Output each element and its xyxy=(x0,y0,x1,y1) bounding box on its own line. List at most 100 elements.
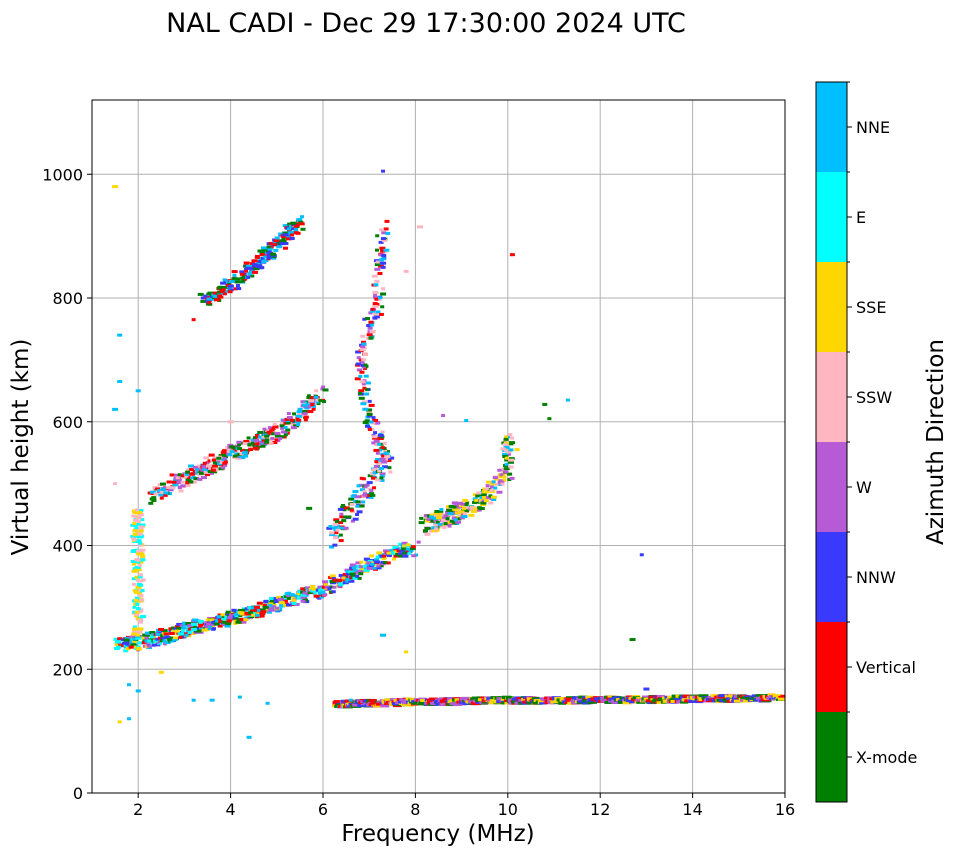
echo-mark xyxy=(372,291,379,295)
echo-mark xyxy=(380,633,387,637)
echo-mark xyxy=(117,380,123,384)
echo-mark xyxy=(176,626,182,630)
echo-mark xyxy=(462,498,469,502)
echo-mark xyxy=(132,610,137,614)
echo-mark xyxy=(151,498,157,502)
echo-mark xyxy=(298,222,305,226)
echo-mark xyxy=(434,527,439,531)
echo-mark xyxy=(138,608,144,612)
echo-mark xyxy=(372,316,378,320)
echo-mark xyxy=(310,589,316,593)
echo-mark xyxy=(229,450,235,454)
echo-mark xyxy=(395,553,400,557)
echo-mark xyxy=(464,509,470,513)
echo-mark xyxy=(142,633,148,637)
echo-mark xyxy=(475,494,482,498)
echo-mark xyxy=(275,606,280,610)
echo-mark xyxy=(404,703,414,707)
echo-mark xyxy=(271,432,276,436)
echo-mark xyxy=(300,227,306,231)
echo-mark xyxy=(138,610,143,614)
echo-mark xyxy=(161,493,168,497)
echo-mark xyxy=(184,474,189,478)
echo-mark xyxy=(331,577,336,581)
echo-mark xyxy=(662,699,671,703)
echo-mark xyxy=(263,430,268,434)
echo-mark xyxy=(358,504,365,508)
colorbar-label-w: W xyxy=(856,478,872,497)
echo-mark xyxy=(131,637,137,641)
echo-mark xyxy=(158,630,165,634)
colorbar-segment xyxy=(816,352,847,442)
echo-mark xyxy=(358,374,363,378)
echo-mark xyxy=(237,447,243,451)
echo-mark xyxy=(509,476,515,480)
echo-mark xyxy=(368,336,374,340)
echo-mark xyxy=(207,459,212,463)
echo-mark xyxy=(132,522,137,526)
y-tick-label: 0 xyxy=(73,784,83,803)
echo-mark xyxy=(181,629,186,633)
echo-mark xyxy=(209,471,214,475)
echo-mark xyxy=(437,522,443,526)
echo-mark xyxy=(130,534,137,538)
echo-mark xyxy=(247,272,253,276)
echo-mark xyxy=(243,618,249,622)
echo-mark xyxy=(187,627,194,631)
echo-mark xyxy=(265,701,270,705)
echo-mark xyxy=(327,587,332,591)
echo-mark xyxy=(135,578,140,582)
echo-mark xyxy=(389,548,396,552)
echo-mark xyxy=(269,608,276,612)
echo-mark xyxy=(170,630,176,634)
echo-mark xyxy=(406,543,411,547)
echo-mark xyxy=(135,552,142,556)
echo-mark xyxy=(155,640,160,644)
echo-mark xyxy=(365,317,371,321)
echo-mark xyxy=(293,226,298,230)
echo-mark xyxy=(264,438,271,442)
echo-mark xyxy=(418,521,425,525)
colorbar-label-sse: SSE xyxy=(856,298,886,317)
echo-mark xyxy=(306,506,313,510)
echo-mark xyxy=(362,493,368,497)
echo-mark xyxy=(639,553,644,557)
echo-mark xyxy=(363,557,370,561)
echo-mark xyxy=(383,549,390,553)
echo-mark xyxy=(380,265,386,269)
echo-mark xyxy=(565,698,576,702)
echo-mark xyxy=(380,261,387,265)
echo-mark xyxy=(461,514,468,518)
echo-mark xyxy=(297,590,303,594)
echo-mark xyxy=(332,543,338,547)
echo-mark xyxy=(280,435,285,439)
echo-mark xyxy=(167,488,174,492)
echo-mark xyxy=(172,483,179,487)
echo-mark xyxy=(429,513,435,517)
echo-mark xyxy=(220,281,227,285)
echo-mark xyxy=(514,448,520,452)
echo-mark xyxy=(311,407,316,411)
echo-mark xyxy=(611,700,622,704)
echo-mark xyxy=(367,474,373,478)
echo-mark xyxy=(254,613,260,617)
echo-mark xyxy=(508,458,515,462)
echo-mark xyxy=(734,697,743,701)
echo-mark xyxy=(295,223,300,227)
echo-mark xyxy=(279,239,284,243)
echo-mark xyxy=(429,529,434,533)
echo-mark xyxy=(188,464,195,468)
echo-mark xyxy=(243,261,250,265)
echo-mark xyxy=(384,698,395,702)
echo-mark xyxy=(300,400,306,404)
echo-mark xyxy=(283,426,288,430)
echo-mark xyxy=(370,476,376,480)
echo-mark xyxy=(188,480,194,484)
x-axis-ticks: 2 4 6 8 10 12 14 16 xyxy=(133,793,795,819)
echo-mark xyxy=(283,597,289,601)
echo-mark xyxy=(260,610,267,614)
echo-mark xyxy=(447,512,453,516)
echo-mark xyxy=(208,618,214,622)
echo-mark xyxy=(292,412,297,416)
echo-mark xyxy=(503,467,510,471)
